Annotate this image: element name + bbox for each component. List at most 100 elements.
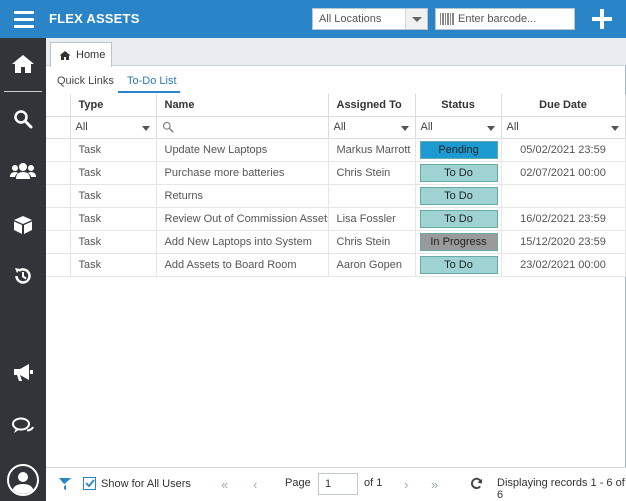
show-all-users-toggle[interactable]: Show for All Users xyxy=(83,477,191,490)
cell-assigned: Aaron Gopen xyxy=(328,253,416,277)
tab-quick-links[interactable]: Quick Links xyxy=(57,75,114,87)
cell-type: Task xyxy=(70,161,157,185)
refresh-icon[interactable] xyxy=(470,477,483,490)
sidebar-divider xyxy=(4,91,42,92)
todo-grid: Type Name Assigned To Status Due Date Al… xyxy=(46,94,626,277)
cell-assigned: Markus Marrott xyxy=(328,138,416,162)
cell-status: To Do xyxy=(415,253,502,277)
box-icon[interactable] xyxy=(0,203,46,247)
cell-status: To Do xyxy=(415,207,502,231)
last-page-icon[interactable]: » xyxy=(431,477,439,492)
cell-type: Task xyxy=(70,253,157,277)
table-row[interactable]: Task Add Assets to Board Room Aaron Gopen T… xyxy=(46,253,626,277)
status-badge: To Do xyxy=(419,163,498,182)
row-select-cell[interactable] xyxy=(46,161,71,185)
status-badge: To Do xyxy=(419,255,498,274)
first-page-icon[interactable]: « xyxy=(221,477,229,492)
cell-status: In Progress xyxy=(415,230,502,254)
cell-name: Purchase more batteries xyxy=(156,161,329,185)
cell-due-date: 15/12/2020 23:59 xyxy=(501,230,626,254)
app-title: FLEX ASSETS xyxy=(49,11,140,26)
search-icon[interactable] xyxy=(0,97,46,141)
grid-filter-row: All All All All xyxy=(46,116,626,139)
chat-icon[interactable] xyxy=(0,404,46,448)
table-row[interactable]: Task Review Out of Commission Assets Lisa … xyxy=(46,207,626,231)
cell-type: Task xyxy=(70,230,157,254)
add-icon[interactable] xyxy=(591,8,613,30)
search-icon xyxy=(162,121,174,133)
chevron-down-icon[interactable] xyxy=(610,126,619,131)
column-header-type[interactable]: Type xyxy=(70,94,157,117)
filter-due-value: All xyxy=(506,121,519,133)
column-header-name[interactable]: Name xyxy=(156,94,329,117)
column-header-due[interactable]: Due Date xyxy=(501,94,626,117)
grid-header-row: Type Name Assigned To Status Due Date xyxy=(46,94,626,117)
row-select-cell[interactable] xyxy=(46,230,71,254)
page-label: Page xyxy=(285,477,311,489)
filter-blank xyxy=(46,116,71,139)
megaphone-icon[interactable] xyxy=(0,350,46,394)
home-icon[interactable] xyxy=(0,42,46,86)
cell-assigned xyxy=(328,184,416,208)
user-avatar-icon[interactable] xyxy=(7,464,39,496)
chevron-down-icon[interactable] xyxy=(486,126,495,131)
next-page-icon[interactable]: › xyxy=(404,477,409,492)
users-icon[interactable] xyxy=(0,149,46,193)
filter-type[interactable]: All xyxy=(70,116,157,139)
cell-assigned: Chris Stein xyxy=(328,230,416,254)
menu-icon[interactable] xyxy=(14,10,34,28)
location-select[interactable]: All Locations xyxy=(312,8,428,30)
tab-todo-list[interactable]: To-Do List xyxy=(127,75,177,87)
filter-due[interactable]: All xyxy=(501,116,626,139)
barcode-input[interactable] xyxy=(458,13,568,25)
grid-footer: Show for All Users « ‹ Page of 1 › » Dis… xyxy=(46,467,626,501)
tab-home-label: Home xyxy=(76,49,106,61)
cell-type: Task xyxy=(70,207,157,231)
page-number-input[interactable] xyxy=(318,473,358,495)
cell-assigned: Lisa Fossler xyxy=(328,207,416,231)
filter-status-value: All xyxy=(420,121,433,133)
row-select-cell[interactable] xyxy=(46,138,71,162)
cell-status: Pending xyxy=(415,138,502,162)
row-select-cell[interactable] xyxy=(46,207,71,231)
row-select-cell[interactable] xyxy=(46,184,71,208)
tab-strip: Home xyxy=(46,38,626,67)
show-all-label: Show for All Users xyxy=(101,477,191,490)
chevron-down-icon[interactable] xyxy=(405,9,427,29)
cell-status: To Do xyxy=(415,184,502,208)
status-badge: To Do xyxy=(419,186,498,205)
page-number-wrap xyxy=(318,473,358,495)
table-row[interactable]: Task Purchase more batteries Chris Stein To… xyxy=(46,161,626,185)
filter-clear-icon[interactable] xyxy=(58,477,72,491)
table-row[interactable]: Task Update New Laptops Markus Marrott Pend… xyxy=(46,138,626,162)
barcode-field[interactable] xyxy=(435,8,575,30)
chevron-down-icon[interactable] xyxy=(400,126,409,131)
tab-home[interactable]: Home xyxy=(50,42,112,67)
column-header-assigned[interactable]: Assigned To xyxy=(328,94,416,117)
filter-assigned[interactable]: All xyxy=(328,116,416,139)
cell-due-date: 02/07/2021 00:00 xyxy=(501,161,626,185)
table-row[interactable]: Task Add New Laptops into System Chris Ste… xyxy=(46,230,626,254)
active-tab-indicator xyxy=(118,91,180,93)
history-icon[interactable] xyxy=(0,254,46,298)
row-select-cell[interactable] xyxy=(46,253,71,277)
cell-due-date: 23/02/2021 00:00 xyxy=(501,253,626,277)
cell-type: Task xyxy=(70,184,157,208)
prev-page-icon[interactable]: ‹ xyxy=(253,477,258,492)
location-select-value: All Locations xyxy=(319,13,382,25)
chevron-down-icon[interactable] xyxy=(141,126,150,131)
table-row[interactable]: Task Returns To Do xyxy=(46,184,626,208)
main-content: Home Quick Links To-Do List Type Name As… xyxy=(46,38,626,501)
records-summary-text: Displaying records 1 - 6 of 6 xyxy=(497,477,625,501)
cell-status: To Do xyxy=(415,161,502,185)
show-all-checkbox[interactable] xyxy=(83,477,96,490)
filter-name[interactable] xyxy=(156,116,329,139)
column-header-status[interactable]: Status xyxy=(415,94,502,117)
cell-due-date: 16/02/2021 23:59 xyxy=(501,207,626,231)
filter-status[interactable]: All xyxy=(415,116,502,139)
home-icon xyxy=(59,50,71,60)
cell-assigned: Chris Stein xyxy=(328,161,416,185)
records-summary: Displaying records 1 - 6 of 6 xyxy=(497,477,626,501)
top-bar: FLEX ASSETS All Locations xyxy=(0,0,626,38)
cell-due-date: 05/02/2021 23:59 xyxy=(501,138,626,162)
